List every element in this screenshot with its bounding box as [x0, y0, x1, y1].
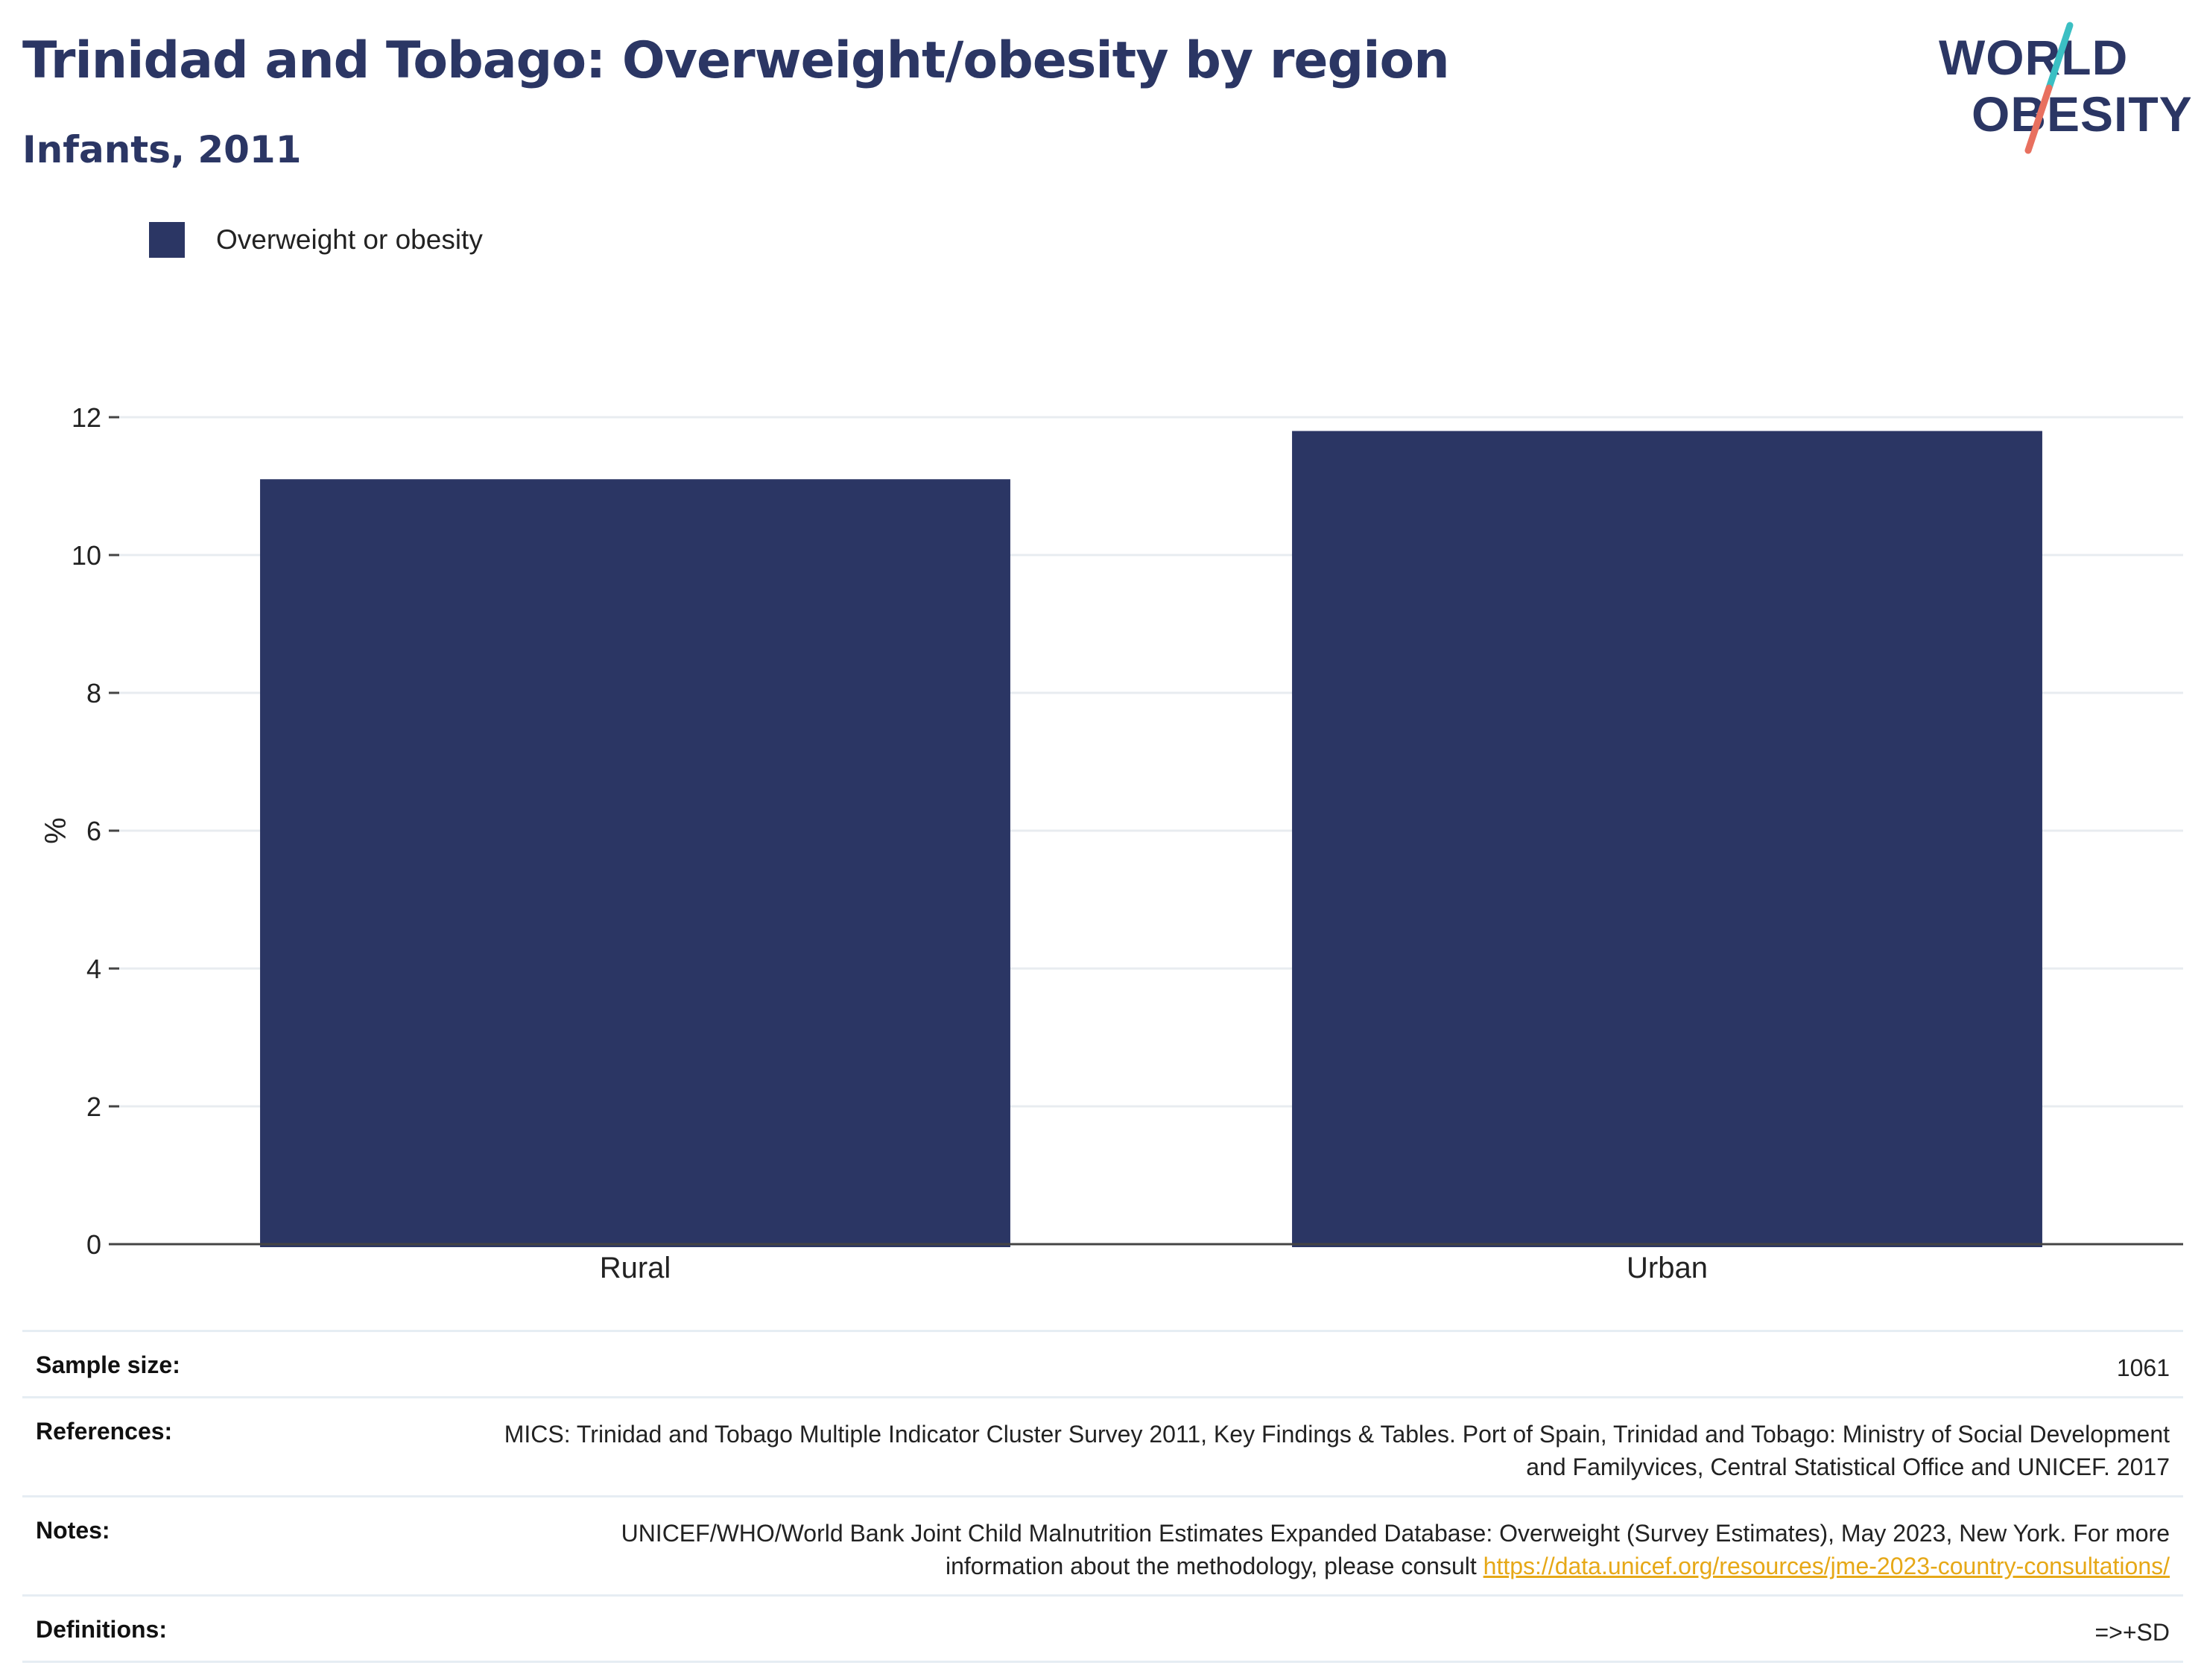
info-row: References: MICS: Trinidad and Tobago Mul…: [22, 1396, 2183, 1495]
y-tick-label: 12: [72, 402, 101, 433]
info-key: Definitions:: [36, 1616, 167, 1643]
bar-urban: [1292, 431, 2042, 1247]
y-tick-label: 10: [72, 540, 101, 571]
chart-title: Trinidad and Tobago: Overweight/obesity …: [22, 31, 1450, 90]
x-tick-label: Urban: [1627, 1252, 1708, 1284]
logo-text-obesity: OBESITY: [1972, 86, 2191, 142]
methodology-link[interactable]: https://data.unicef.org/resources/jme-20…: [1483, 1553, 2170, 1579]
y-tick-label: 4: [86, 954, 101, 984]
info-key: Notes:: [36, 1517, 110, 1544]
info-value: =>+SD: [2094, 1619, 2170, 1646]
bar-rural: [260, 479, 1010, 1247]
info-row: Sample size: 1061: [22, 1330, 2183, 1396]
y-tick-label: 2: [86, 1091, 101, 1122]
info-row: Notes: UNICEF/WHO/World Bank Joint Child …: [22, 1495, 2183, 1594]
info-value: 1061: [2116, 1354, 2170, 1381]
logo-text-world: WORLD: [1939, 30, 2128, 85]
y-tick-label: 6: [86, 816, 101, 846]
world-obesity-logo: WORLD OBESITY: [1939, 22, 2191, 154]
x-tick-label: Rural: [600, 1252, 671, 1284]
info-key: References:: [36, 1418, 173, 1445]
bar-chart: 0 2 4 6 8 10 12% Rural Urban: [38, 402, 2183, 1284]
chart-subtitle: Infants, 2011: [22, 128, 302, 171]
logo-slash-coral: [2024, 84, 2053, 154]
legend-label: Overweight or obesity: [216, 224, 483, 255]
legend[interactable]: Overweight or obesity: [149, 221, 483, 259]
logo-slash-teal: [2045, 22, 2074, 92]
info-table: Sample size: 1061 References: MICS: Trinida…: [22, 1330, 2183, 1663]
info-value: MICS: Trinidad and Tobago Multiple Indic…: [504, 1421, 2170, 1480]
legend-swatch: [149, 222, 185, 258]
info-row: Definitions: =>+SD: [22, 1594, 2183, 1663]
info-key: Sample size:: [36, 1351, 180, 1378]
info-value: UNICEF/WHO/World Bank Joint Child Malnut…: [621, 1520, 2170, 1579]
y-tick-label: 8: [86, 678, 101, 709]
y-axis-label: %: [38, 817, 71, 844]
y-tick-label: 0: [86, 1229, 101, 1260]
